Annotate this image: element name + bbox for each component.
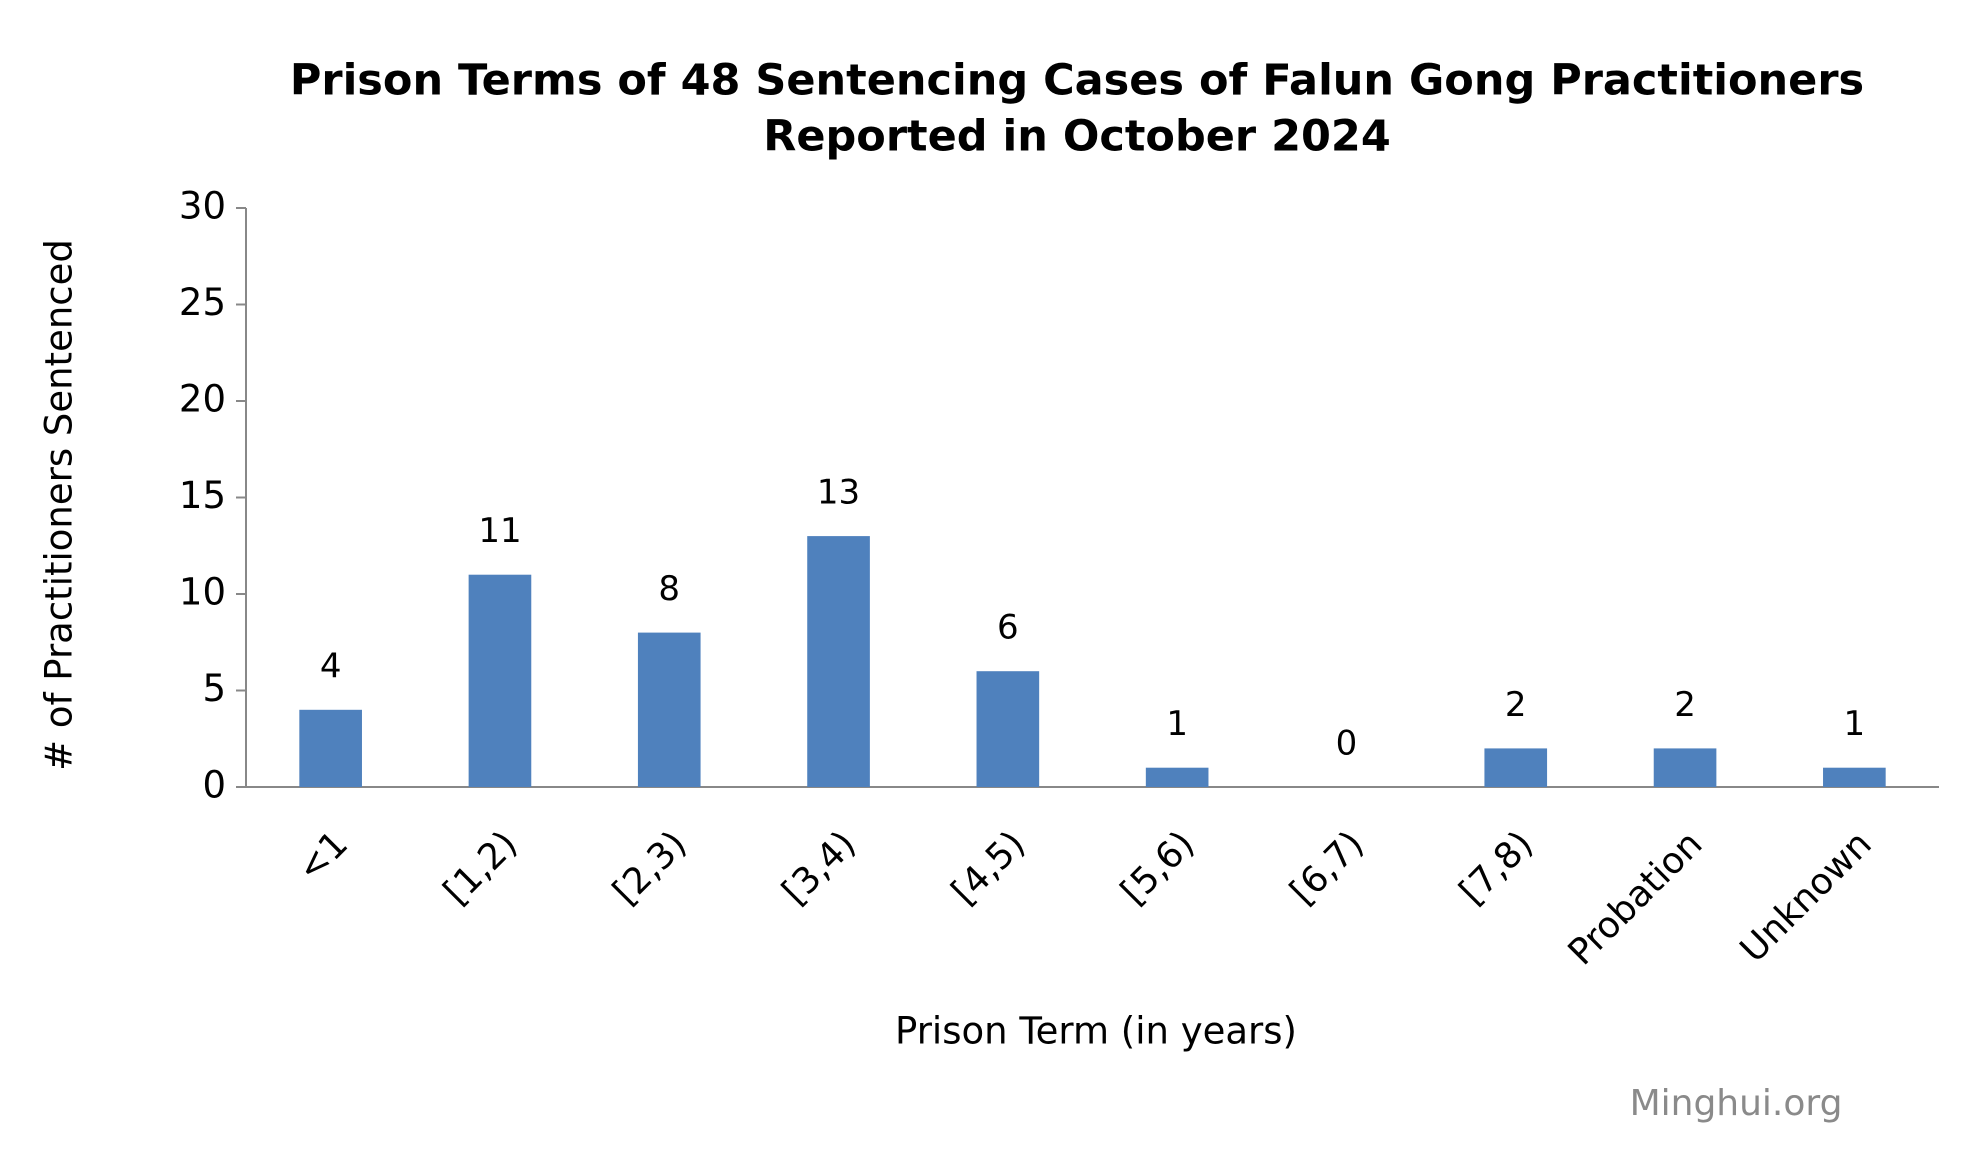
data-label: 2 bbox=[1674, 685, 1696, 725]
chart-title: Reported in October 2024 bbox=[763, 112, 1391, 162]
bar bbox=[1145, 767, 1209, 787]
data-label: 6 bbox=[997, 608, 1019, 648]
data-label: 11 bbox=[478, 511, 521, 551]
y-tick-label: 10 bbox=[179, 571, 226, 614]
data-label: 1 bbox=[1844, 704, 1866, 744]
bar bbox=[299, 709, 362, 787]
y-tick-label: 20 bbox=[179, 378, 226, 421]
x-tick-label: [3,4) bbox=[775, 823, 864, 912]
y-axis-label: # of Practitioners Sentenced bbox=[38, 239, 81, 771]
bar bbox=[1823, 767, 1886, 787]
x-tick-label: [2,3) bbox=[605, 823, 694, 912]
x-tick-label: Unknown bbox=[1733, 823, 1880, 970]
data-label: 4 bbox=[320, 646, 342, 686]
y-tick-label: 0 bbox=[202, 764, 226, 807]
x-tick-label: [4,5) bbox=[944, 823, 1033, 912]
data-label: 2 bbox=[1505, 685, 1527, 725]
data-label: 8 bbox=[658, 569, 680, 609]
y-tick-label: 30 bbox=[179, 185, 226, 228]
bar bbox=[1484, 748, 1548, 787]
bar bbox=[637, 632, 701, 787]
data-label: 1 bbox=[1166, 704, 1188, 744]
x-tick-label: [5,6) bbox=[1113, 823, 1202, 912]
data-label: 0 bbox=[1336, 724, 1358, 764]
x-tick-label: Probation bbox=[1561, 823, 1711, 973]
bar bbox=[976, 671, 1040, 787]
watermark: Minghui.org bbox=[1630, 1083, 1843, 1124]
bar bbox=[468, 574, 532, 787]
y-tick-label: 5 bbox=[202, 667, 226, 710]
x-tick-label: <1 bbox=[290, 823, 357, 890]
x-tick-label: [7,8) bbox=[1452, 823, 1541, 912]
data-label: 13 bbox=[817, 473, 860, 513]
bar bbox=[1653, 748, 1717, 787]
x-axis-label: Prison Term (in years) bbox=[895, 1010, 1297, 1053]
chart-title: Prison Terms of 48 Sentencing Cases of F… bbox=[290, 56, 1864, 106]
bar bbox=[807, 536, 870, 787]
x-tick-label: [1,2) bbox=[436, 823, 525, 912]
y-tick-label: 25 bbox=[179, 281, 226, 324]
y-tick-label: 15 bbox=[179, 474, 226, 517]
x-tick-label: [6,7) bbox=[1283, 823, 1372, 912]
